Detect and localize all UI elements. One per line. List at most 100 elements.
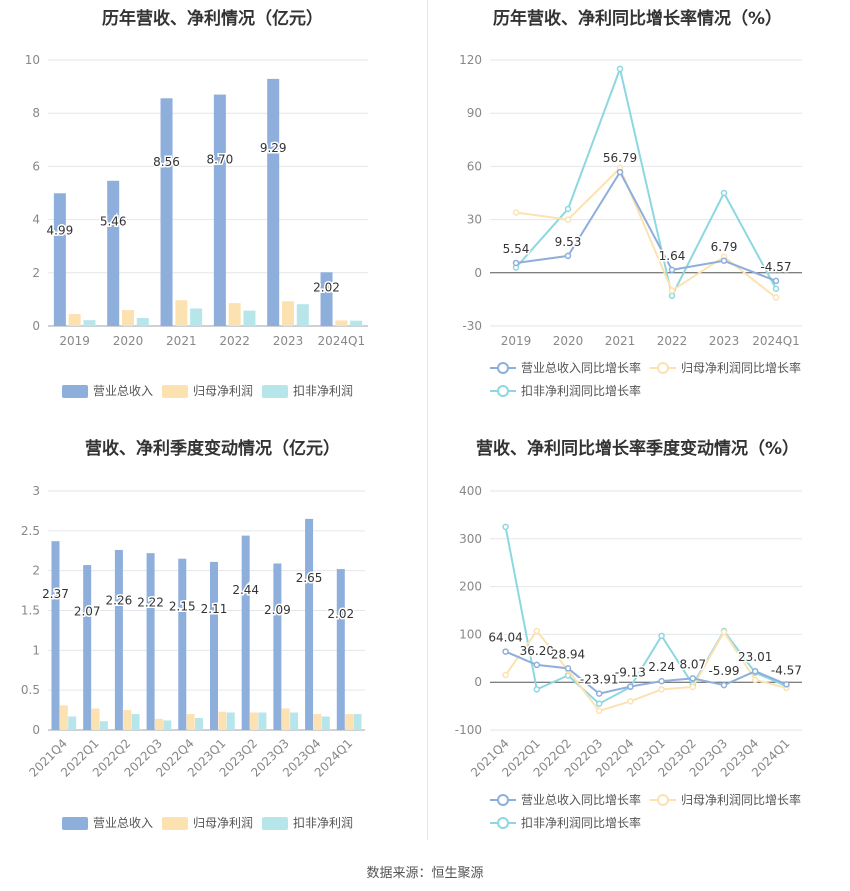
bar <box>175 300 188 326</box>
data-label: 2.15 <box>169 600 196 614</box>
bar <box>350 320 363 326</box>
data-label: -4.57 <box>771 663 802 677</box>
data-point <box>533 627 541 635</box>
annual-growth-chart: -30 0 30 60 90 120 2019 2020 2021 2022 2023 2024Q1 5… <box>459 53 802 398</box>
x-tick-label: 2020 <box>113 334 144 348</box>
data-point <box>564 665 572 672</box>
data-label: 2.02 <box>327 607 354 621</box>
legend-swatch-marker <box>657 794 669 806</box>
data-label: 64.04 <box>488 631 522 645</box>
quarterly-amounts-panel: 营收、净利季度变动情况（亿元） 0 0.5 1 1.5 2 2.5 3 2021Q4 2022Q… <box>0 430 425 860</box>
data-point <box>533 661 541 669</box>
y-tick-label: 2 <box>32 266 40 280</box>
series-line <box>515 65 777 299</box>
series-line <box>505 650 787 695</box>
data-point <box>668 287 676 294</box>
bar <box>190 308 203 326</box>
bar <box>290 712 299 730</box>
y-tick-label: -100 <box>455 723 482 737</box>
data-point <box>658 686 665 693</box>
legend-label: 扣非净利润同比增长率 <box>521 815 641 830</box>
data-point <box>533 686 541 693</box>
y-tick-label: 0 <box>32 723 40 737</box>
bar <box>68 716 77 730</box>
y-tick-label: 0 <box>32 319 40 333</box>
bar <box>250 712 259 730</box>
y-tick-label: 4 <box>32 213 40 227</box>
panel-divider <box>427 0 428 840</box>
bar <box>218 711 227 730</box>
bar <box>83 565 92 730</box>
data-point <box>564 216 572 223</box>
chart-title: 历年营收、净利同比增长率情况（%） <box>492 9 783 29</box>
y-tick-label: 2 <box>32 564 40 578</box>
bar <box>123 710 132 730</box>
bar <box>136 318 149 326</box>
source-label: 数据来源： <box>366 866 432 881</box>
y-tick-label: 0 <box>474 266 482 280</box>
data-label: 2.02 <box>313 280 340 294</box>
quarterly-amounts-chart: 00.511.522.532021Q42022Q12022Q22022Q3202… <box>21 484 365 830</box>
legend-label: 营业总收入同比增长率 <box>521 360 641 375</box>
x-tick-label: 2019 <box>501 334 532 348</box>
annual-growth-panel: 历年营收、净利同比增长率情况（%） -30 0 30 60 90 120 2019 2020 2… <box>425 0 850 430</box>
bar <box>163 720 172 730</box>
bar <box>226 712 235 730</box>
bar <box>91 708 100 730</box>
x-tick-label: 2021 <box>605 334 636 348</box>
data-label: 28.94 <box>551 647 585 661</box>
data-label: 8.70 <box>207 152 234 166</box>
data-label: 2.37 <box>42 587 69 601</box>
data-label: -4.57 <box>760 260 791 274</box>
y-tick-label: 3 <box>32 484 40 498</box>
data-point <box>720 681 728 689</box>
y-tick-label: 1.5 <box>21 604 40 618</box>
bar <box>209 561 218 730</box>
y-tick-label: 30 <box>467 213 482 227</box>
y-tick-label: 6 <box>32 159 40 173</box>
y-tick-label: -30 <box>462 319 482 333</box>
bar <box>273 563 282 730</box>
bar <box>146 553 155 730</box>
data-label: 8.56 <box>153 155 180 169</box>
data-label: 2.09 <box>264 603 291 617</box>
bar <box>241 535 250 730</box>
bar <box>313 714 322 730</box>
bar <box>258 712 267 730</box>
legend-label: 营业总收入 <box>93 384 153 398</box>
data-point <box>502 648 509 655</box>
series-line <box>504 629 787 713</box>
data-label: -5.99 <box>708 664 739 678</box>
bar <box>267 78 280 326</box>
legend-swatch <box>162 385 188 398</box>
data-label: 1.64 <box>659 249 686 263</box>
data-point <box>564 252 572 260</box>
chart-title: 营收、净利同比增长率季度变动情况（%） <box>475 439 800 459</box>
legend-label: 归母净利润 <box>193 816 253 830</box>
y-tick-label: 120 <box>459 53 482 67</box>
legend-label: 扣非净利润 <box>293 384 353 398</box>
y-tick-label: 0.5 <box>21 683 40 697</box>
bar <box>154 718 163 730</box>
chart-title: 营收、净利季度变动情况（亿元） <box>85 439 340 459</box>
data-point <box>689 675 697 682</box>
bar <box>107 180 120 326</box>
series-line <box>515 170 777 282</box>
bar <box>243 310 256 326</box>
legend-label: 归母净利润同比增长率 <box>681 360 801 375</box>
data-label: 9.29 <box>260 141 287 155</box>
x-tick-label: 2022 <box>219 334 250 348</box>
y-tick-label: 300 <box>459 532 482 546</box>
data-source: 数据来源：恒生聚源 <box>0 862 850 881</box>
bar <box>321 716 330 730</box>
data-point <box>658 677 665 685</box>
data-point <box>720 189 728 197</box>
legend-swatch <box>262 817 288 830</box>
data-point <box>502 671 509 679</box>
data-label: 2.26 <box>106 593 133 607</box>
series-line <box>504 526 787 705</box>
legend-label: 归母净利润 <box>193 384 253 398</box>
data-point <box>512 209 520 216</box>
bar <box>51 541 60 730</box>
legend-label: 扣非净利润 <box>293 816 353 830</box>
